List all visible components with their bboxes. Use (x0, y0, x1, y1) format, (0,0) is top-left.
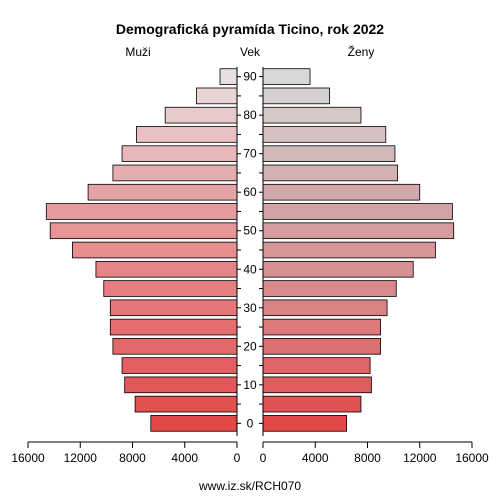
age-tick-label: 60 (243, 185, 257, 199)
age-tick-label: 30 (243, 301, 257, 315)
bar-female-age-10 (262, 376, 372, 394)
bar-female-age-5 (262, 395, 362, 413)
bar-male-age-5 (134, 395, 238, 413)
bar-female-age-45 (262, 241, 436, 259)
male-label: Muži (125, 45, 150, 59)
bar-male-age-80 (164, 106, 238, 124)
x-tick-label-right: 8000 (354, 451, 381, 465)
bar-female-age-25 (262, 318, 381, 336)
bar-male-age-40 (95, 260, 238, 278)
x-tick-label-right: 12000 (403, 451, 437, 465)
bar-male-age-85 (196, 87, 238, 105)
x-tick-label-left: 12000 (64, 451, 98, 465)
bar-male-age-20 (112, 338, 238, 355)
bar-female-age-90 (262, 68, 311, 85)
x-tick-label-left: 8000 (119, 451, 146, 465)
x-tick-label-left: 4000 (171, 451, 198, 465)
bar-male-age-45 (72, 241, 238, 259)
age-tick-label: 20 (243, 339, 257, 353)
bar-female-age-85 (262, 87, 331, 105)
bar-male-age-25 (109, 318, 238, 336)
bar-male-age-10 (124, 376, 238, 394)
bar-female-age-50 (262, 222, 455, 240)
age-tick-label: 90 (243, 70, 257, 84)
bar-female-age-60 (262, 183, 421, 201)
x-tick-label-right: 16000 (455, 451, 489, 465)
bar-female-age-80 (262, 106, 362, 124)
bar-female-age-70 (262, 145, 396, 162)
bar-male-age-30 (109, 299, 238, 317)
bar-male-age-60 (87, 183, 238, 201)
bar-female-age-55 (262, 203, 453, 220)
age-label: Vek (240, 45, 261, 59)
x-tick-label-left: 0 (234, 451, 241, 465)
age-tick-label: 50 (243, 224, 257, 238)
footer-source: www.iz.sk/RCH070 (198, 479, 301, 493)
bar-male-age-50 (49, 222, 238, 240)
bar-male-age-15 (121, 357, 238, 374)
bar-male-age-0 (150, 415, 238, 432)
x-tick-label-left: 16000 (11, 451, 45, 465)
x-tick-label-right: 4000 (302, 451, 329, 465)
age-tick-label: 70 (243, 147, 257, 161)
age-tick-label: 40 (243, 262, 257, 276)
axes-group: 0 10 20 30 40 50 60 70 80 90 0 0 4000 4000 8000 8000 120… (11, 67, 489, 465)
bar-female-age-15 (262, 357, 371, 374)
chart-title: Demografická pyramída Ticino, rok 2022 (116, 21, 384, 37)
bar-female-age-75 (262, 126, 387, 143)
bar-male-age-90 (219, 68, 238, 85)
x-tick-label-right: 0 (260, 451, 267, 465)
bar-female-age-20 (262, 338, 381, 355)
age-tick-label: 10 (243, 378, 257, 392)
bar-male-age-65 (112, 164, 238, 182)
bar-female-age-40 (262, 260, 414, 278)
bar-female-age-30 (262, 299, 388, 317)
age-tick-label: 0 (247, 416, 254, 430)
bar-male-age-55 (45, 203, 238, 220)
bar-male-age-75 (136, 126, 238, 143)
female-label: Ženy (348, 44, 375, 59)
age-tick-label: 80 (243, 108, 257, 122)
bar-female-age-35 (262, 280, 397, 297)
bar-male-age-35 (103, 280, 238, 297)
bar-female-age-0 (262, 415, 347, 432)
bar-female-age-65 (262, 164, 398, 182)
bar-male-age-70 (121, 145, 238, 162)
